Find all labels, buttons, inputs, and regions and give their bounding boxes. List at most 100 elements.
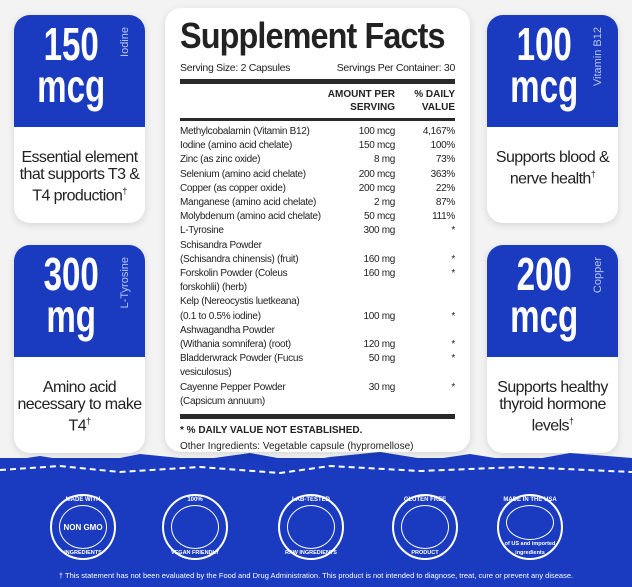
ingredient-dv: * (451, 253, 455, 265)
facts-row: Copper (as copper oxide) 200 mcg 22% (180, 182, 455, 196)
fda-disclaimer: † This statement has not been evaluated … (58, 571, 574, 580)
ingredient-dv: 87% (435, 197, 455, 209)
facts-row: L-Tyrosine 300 mg * (180, 224, 455, 238)
ingredient-name: Bladderwrack Powder (Fucus vesiculosus) (180, 353, 303, 379)
ingredient-name: L-Tyrosine (180, 225, 224, 237)
nutrient-card: 100 mcg Vitamin B12 Supports blood & nerve … (487, 15, 618, 223)
ingredient-name: Ashwagandha Powder (180, 324, 275, 336)
card-description: Essential element that supports T3 & T4 … (19, 149, 140, 205)
badge-icon (287, 505, 335, 549)
ingredient-dv: * (451, 339, 455, 351)
ingredient-name: Kelp (Nereocystis luetkeana) (180, 296, 300, 308)
facts-row: Kelp (Nereocystis luetkeana) (180, 295, 455, 309)
ingredient-amount: 100 mcg (358, 126, 396, 137)
card-nutrient: Copper (592, 257, 604, 294)
facts-row: Bladderwrack Powder (Fucus vesiculosus) 5… (180, 352, 455, 380)
facts-row: Ashwagandha Powder (180, 324, 455, 338)
ingredient-name: (Schisandra chinensis) (fruit) (180, 253, 299, 265)
ingredient-dv: * (451, 310, 455, 322)
badge-icon (506, 505, 554, 540)
ingredient-dv (395, 239, 455, 253)
supplement-facts-panel: Supplement Facts Serving Size: 2 Capsule… (165, 8, 470, 452)
servings-per-container: Servings Per Container: 30 (336, 62, 456, 74)
badge: LAB-TESTED RAW INGREDIENTS (278, 494, 344, 560)
ingredient-name: Selenium (amino acid chelate) (180, 168, 306, 180)
ingredient-amount: 2 mg (373, 197, 395, 209)
facts-row: (Schisandra chinensis) (fruit) 160 mg * (180, 253, 455, 267)
badge-icon: NON GMO (59, 505, 107, 549)
ingredient-name: Iodine (amino acid chelate) (180, 140, 292, 152)
ingredient-amount: 200 mcg (358, 168, 396, 180)
ingredient-name: (Withania somnifera) (root) (180, 339, 291, 351)
card-amount: 150 mcg (37, 18, 106, 112)
ingredient-amount: 160 mg (363, 268, 395, 280)
ingredient-name: Zinc (as zinc oxide) (180, 154, 261, 166)
badge: 100% VEGAN FRIENDLY (162, 494, 228, 560)
card-nutrient: Iodine (119, 27, 131, 57)
facts-row: Forskolin Powder (Coleus forskohlii) (he… (180, 267, 455, 295)
ingredient-dv: 100% (430, 140, 456, 152)
ingredient-amount (325, 324, 395, 338)
ingredient-amount: 50 mg (368, 353, 396, 365)
card-nutrient: Vitamin B12 (592, 27, 604, 87)
torn-edge (0, 452, 632, 478)
ingredient-dv: 22% (435, 182, 455, 194)
divider (180, 79, 455, 84)
ingredient-dv: 4,167% (422, 126, 455, 137)
col-daily-value: % DAILY VALUE (414, 89, 455, 113)
facts-row: Zinc (as zinc oxide) 8 mg 73% (180, 153, 455, 167)
ingredient-amount: 160 mg (363, 253, 395, 265)
col-amount: AMOUNT PER SERVING (327, 89, 395, 113)
facts-row: Selenium (amino acid chelate) 200 mcg 363% (180, 168, 455, 182)
ingredient-amount (325, 239, 395, 253)
ingredient-dv: * (451, 353, 455, 365)
facts-row: Cayenne Pepper Powder (Capsicum annuum) 3… (180, 381, 455, 409)
ingredient-dv (395, 324, 455, 338)
ingredient-dv (395, 295, 455, 309)
ingredient-name: Cayenne Pepper Powder (Capsicum annuum) (180, 381, 286, 407)
ingredient-amount: 300 mg (363, 225, 395, 237)
card-amount: 300 mg (43, 248, 99, 342)
ingredient-dv: 111% (432, 211, 455, 223)
ingredient-amount: 200 mcg (358, 182, 396, 194)
badge: MADE WITH NON GMO INGREDIENTS (50, 494, 116, 560)
ingredient-amount: 30 mg (368, 381, 396, 393)
other-ingredients: Other Ingredients: Vegetable capsule (hy… (180, 441, 414, 453)
ingredient-amount: 50 mcg (364, 211, 395, 223)
facts-row: Molybdenum (amino acid chelate) 50 mcg 111… (180, 210, 455, 224)
ingredient-name: Manganese (amino acid chelate) (180, 197, 317, 209)
nutrient-card: 200 mcg Copper Supports healthy thyroid hor… (487, 245, 618, 453)
ingredient-dv: 363% (430, 168, 456, 180)
ingredient-name: Copper (as copper oxide) (180, 182, 286, 194)
facts-row: Methylcobalamin (Vitamin B12) 100 mcg 4,16… (180, 125, 455, 139)
ingredient-name: Methylcobalamin (Vitamin B12) (180, 126, 310, 137)
card-nutrient: L-Tyrosine (119, 257, 131, 309)
ingredient-name: Molybdenum (amino acid chelate) (180, 211, 321, 223)
serving-size: Serving Size: 2 Capsules (180, 62, 291, 74)
card-amount: 200 mcg (510, 248, 579, 342)
ingredient-dv: 73% (435, 154, 455, 166)
ingredient-amount: 100 mg (363, 310, 395, 322)
facts-row: Manganese (amino acid chelate) 2 mg 87% (180, 196, 455, 210)
facts-row: (Withania somnifera) (root) 120 mg * (180, 338, 455, 352)
ingredient-dv: * (451, 268, 455, 280)
facts-row: Schisandra Powder (180, 239, 455, 253)
ingredient-amount: 8 mg (373, 154, 395, 166)
badge-icon (401, 505, 449, 549)
facts-row: Iodine (amino acid chelate) 150 mcg 100% (180, 139, 455, 153)
ingredient-name: Forskolin Powder (Coleus forskohlii) (he… (180, 268, 288, 294)
ingredient-dv: * (451, 225, 455, 237)
ingredient-amount: 150 mcg (358, 140, 396, 152)
card-description: Amino acid necessary to make T4† (17, 379, 142, 435)
ingredient-name: Schisandra Powder (180, 239, 262, 251)
card-description: Supports healthy thyroid hormone levels† (497, 379, 608, 435)
divider (180, 414, 455, 420)
dv-note: * % DAILY VALUE NOT ESTABLISHED. (180, 425, 363, 437)
badge-icon (171, 505, 219, 549)
facts-title: Supplement Facts (180, 15, 446, 56)
ingredient-amount: 120 mg (363, 339, 395, 351)
badge: GLUTEN FREE PRODUCT (392, 494, 458, 560)
facts-row: (0.1 to 0.5% iodine) 100 mg * (180, 310, 455, 324)
badge: MADE IN THE USA of US and imported ingred… (497, 494, 563, 560)
card-amount: 100 mcg (510, 18, 579, 112)
